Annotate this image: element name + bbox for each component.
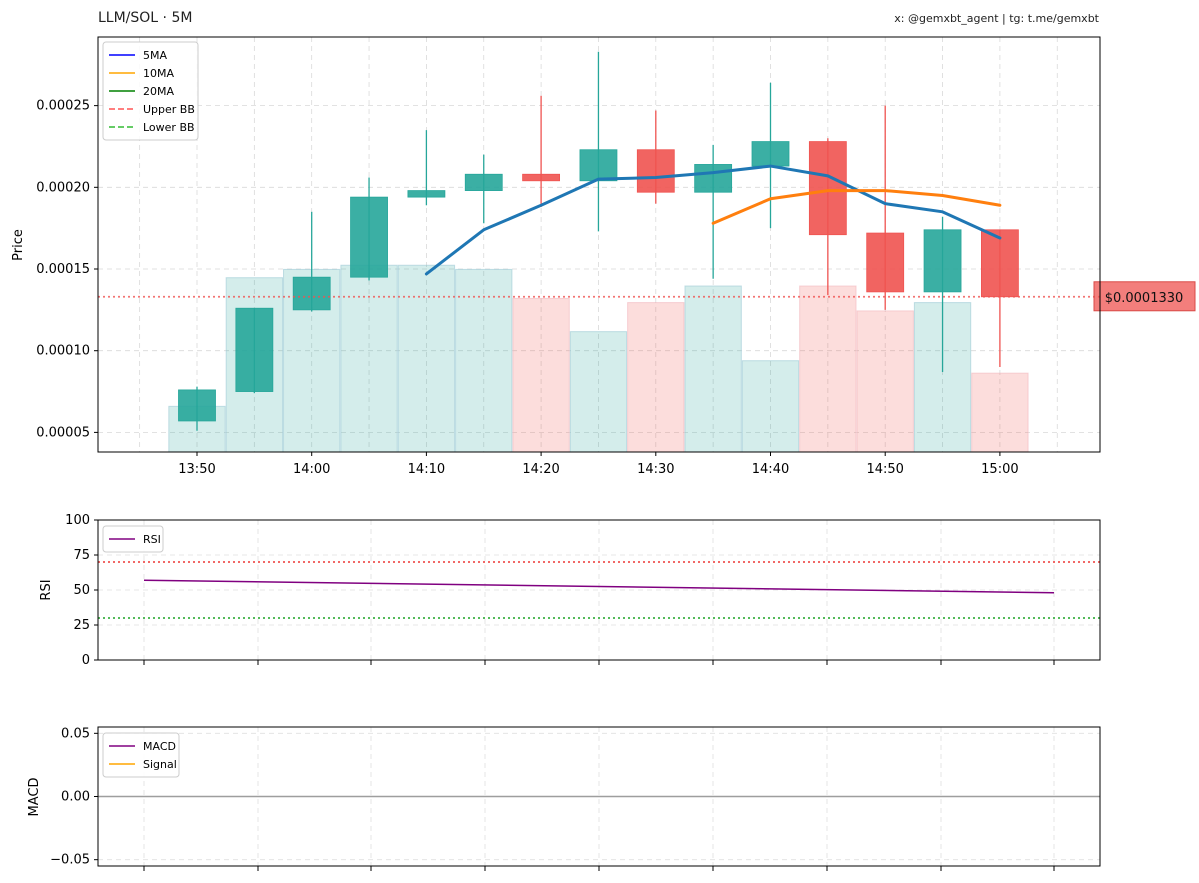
price-xtick-label: 14:10 <box>408 462 445 477</box>
volume-bar <box>512 297 570 453</box>
price-xtick-label: 13:50 <box>178 462 215 477</box>
price-legend-label: 10MA <box>143 67 174 80</box>
candle-body <box>923 229 962 293</box>
chart-title: LLM/SOL · 5M <box>98 10 192 26</box>
rsi-line <box>143 579 1055 594</box>
rsi-ytick-label: 100 <box>65 513 90 528</box>
candle-body <box>464 173 503 191</box>
price-ytick-label: 0.00020 <box>36 180 90 195</box>
price-xtick-label: 14:20 <box>522 462 559 477</box>
candle-body <box>981 229 1019 298</box>
price-legend-label: Lower BB <box>143 121 195 134</box>
candle-body <box>292 276 331 311</box>
rsi-ytick-label: 50 <box>73 583 90 598</box>
volume-bar <box>799 285 857 453</box>
last-price-badge <box>1093 281 1196 312</box>
price-legend-box <box>102 41 199 141</box>
price-ytick-label: 0.00010 <box>36 344 90 359</box>
price-xtick-label: 15:00 <box>981 462 1018 477</box>
price-legend-label: 5MA <box>143 49 167 62</box>
price-xtick-label: 14:30 <box>637 462 674 477</box>
volume-bar <box>397 264 456 453</box>
price-xtick-label: 14:00 <box>293 462 330 477</box>
price-ytick-label: 0.00025 <box>36 99 90 114</box>
rsi-panel: 0 25 50 75 100 RSI RSI <box>39 513 1101 668</box>
price-panel: $0.0001330 0.00005 0.00010 0.00015 0.00020 0… <box>11 36 1196 477</box>
macd-ytick-label: −0.05 <box>50 853 90 868</box>
rsi-legend-label: RSI <box>143 533 161 546</box>
volume-bar <box>627 302 685 453</box>
macd-legend-box <box>102 732 180 778</box>
ma-line-5ma <box>424 164 1002 276</box>
volume-bar <box>856 310 914 453</box>
macd-axis-label: MACD <box>27 778 42 817</box>
volume-bar <box>340 264 398 453</box>
candle-body <box>866 232 905 293</box>
price-axis-label: Price <box>11 229 26 261</box>
rsi-ytick-label: 25 <box>73 618 90 633</box>
volume-bar <box>741 360 800 453</box>
price-xtick-label: 14:50 <box>866 462 903 477</box>
price-legend-label: Upper BB <box>143 103 195 116</box>
price-ytick-label: 0.00015 <box>36 262 90 277</box>
volume-bar <box>684 285 742 453</box>
volume-bar <box>569 331 628 453</box>
rsi-axis-label: RSI <box>39 579 54 600</box>
credit-text: x: @gemxbt_agent | tg: t.me/gemxbt <box>894 12 1099 25</box>
rsi-ytick-label: 0 <box>82 653 90 668</box>
candle-body <box>636 149 675 193</box>
candle-body <box>350 196 388 278</box>
candle-body <box>522 173 560 182</box>
macd-panel: −0.05 0.00 0.05 MACD MACD Signal <box>27 726 1101 871</box>
last-price-label: $0.0001330 <box>1105 291 1184 306</box>
price-legend-label: 20MA <box>143 85 174 98</box>
price-ytick-label: 0.00005 <box>36 425 90 440</box>
rsi-ytick-label: 75 <box>73 548 90 563</box>
candle-body <box>694 164 733 193</box>
volume-bar <box>971 372 1029 453</box>
candle-body <box>808 141 847 236</box>
ma-line-10ma <box>711 189 1002 225</box>
candle-body <box>579 149 618 182</box>
candle-body <box>235 307 274 392</box>
candle-body <box>407 190 446 198</box>
price-panel-frame <box>97 36 1101 453</box>
price-xtick-label: 14:40 <box>752 462 789 477</box>
macd-ytick-label: 0.05 <box>61 726 90 741</box>
macd-legend-label: Signal <box>143 758 177 771</box>
candle-body <box>751 141 790 167</box>
macd-ytick-label: 0.00 <box>61 790 90 805</box>
macd-legend-label: MACD <box>143 740 176 753</box>
candle-body <box>178 389 216 422</box>
